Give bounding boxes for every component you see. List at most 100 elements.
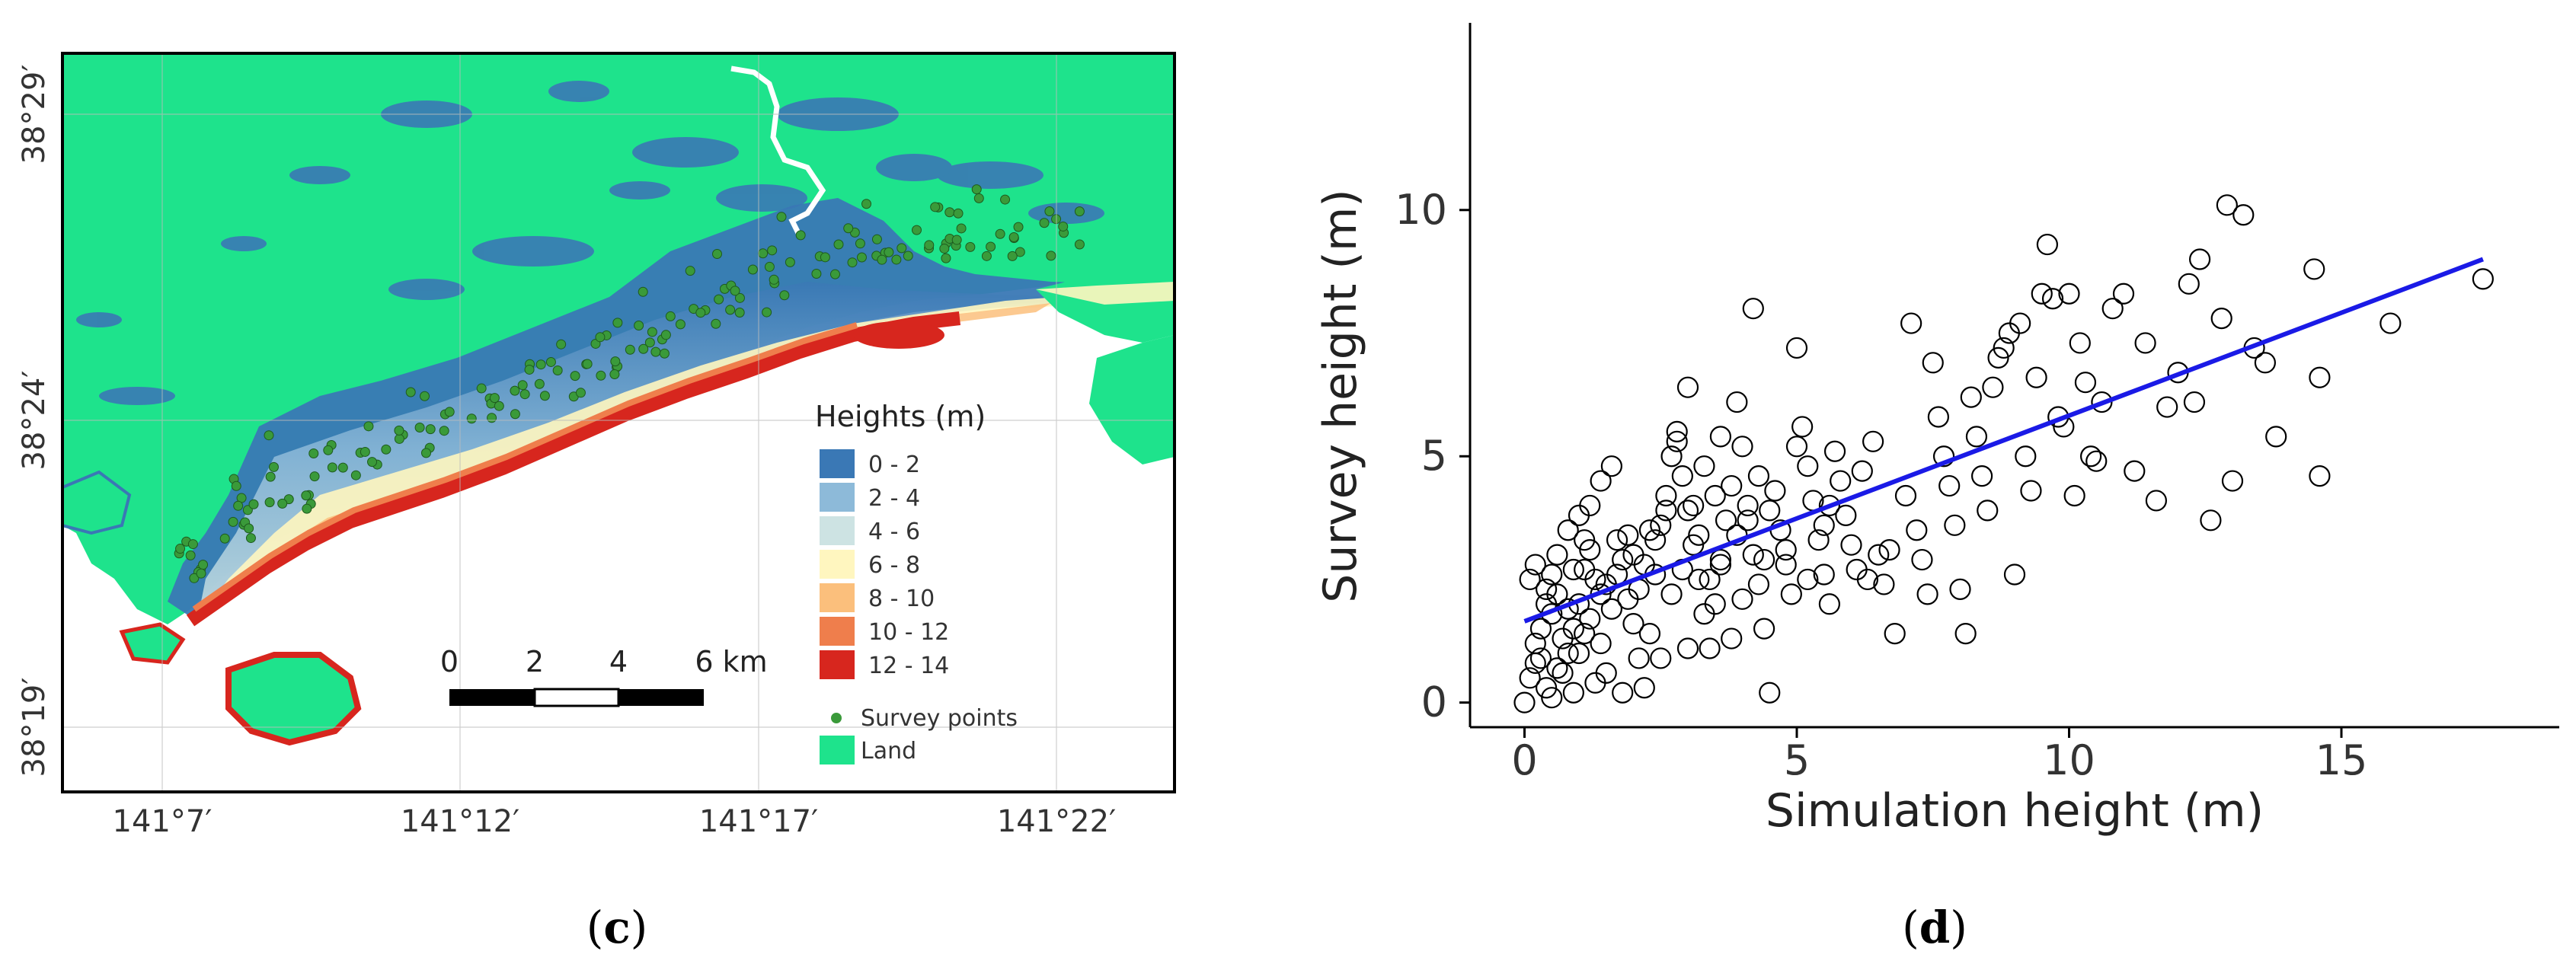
inland-blue-patches [76, 81, 1104, 405]
scale-bar: 0 2 4 6 km [440, 645, 768, 707]
survey-point-37 [776, 212, 787, 222]
scatter-point-141 [1574, 529, 1596, 551]
panel-c-letter: c [603, 902, 630, 953]
x-tick-label-2: 10 [2043, 736, 2095, 784]
legend-label-1: 2 - 4 [868, 485, 920, 512]
scatter-point-155 [1759, 500, 1781, 522]
scatter-panel: 0 5 10 15 0 5 10 Simulation height (m) Survey … [1249, 0, 2576, 964]
scatter-point-97 [1993, 337, 2015, 359]
scatter-point-50 [1737, 494, 1759, 517]
scatter-point-164 [1595, 662, 1617, 684]
scatter-point-175 [1638, 519, 1661, 541]
legend-swatch-2 [820, 516, 855, 545]
y-tick-label-2: 10 [1395, 186, 1447, 234]
survey-point-132 [381, 444, 392, 455]
survey-point-130 [309, 471, 320, 482]
lat-tick-1: 38°29′ [17, 65, 52, 164]
scatter-point-9 [1536, 578, 1558, 600]
scatter-point-40 [1683, 534, 1705, 556]
scatter-point-12 [1557, 642, 1579, 665]
legend-label-4: 8 - 10 [868, 586, 935, 612]
scatter-point-63 [1791, 416, 1814, 438]
legend-title: Heights (m) [815, 400, 986, 433]
scatter-point-120 [2145, 490, 2168, 512]
scatter-point-161 [1546, 657, 1568, 679]
survey-point-97 [779, 290, 790, 301]
scatter-point-119 [2134, 332, 2156, 354]
scatter-points [1513, 194, 2495, 713]
survey-point-158 [725, 305, 736, 315]
survey-point-144 [535, 359, 546, 370]
scatter-point-112 [2074, 372, 2097, 394]
scatter-point-54 [1759, 682, 1781, 704]
survey-point-40 [855, 238, 865, 249]
survey-point-22 [545, 356, 556, 367]
survey-point-149 [610, 356, 621, 367]
scatter-point-91 [1960, 386, 1982, 408]
survey-point-141 [494, 401, 504, 411]
scatter-point-37 [1666, 420, 1688, 442]
lon-tick-3: 141°17′ [699, 804, 818, 839]
axis-ticks: 0 5 10 15 0 5 10 [1395, 186, 2367, 784]
legend-land-label: Land [861, 738, 916, 764]
x-tick-label-3: 15 [2316, 736, 2368, 784]
scatter-point-168 [1699, 568, 1721, 591]
map-content [62, 53, 1175, 746]
survey-point-27 [665, 311, 676, 321]
survey-point-111 [953, 208, 964, 219]
legend-swatch-1 [820, 483, 855, 512]
scatter-point-178 [1753, 548, 1775, 571]
survey-point-167 [941, 253, 951, 263]
survey-point-65 [308, 448, 319, 458]
legend-label-3: 6 - 8 [868, 552, 920, 579]
survey-point-61 [248, 499, 259, 509]
scatter-point-79 [1894, 484, 1917, 507]
scatter-point-181 [1541, 563, 1563, 586]
legend-swatch-3 [820, 550, 855, 579]
scatter-point-82 [1911, 548, 1933, 571]
scatter-point-58 [1764, 480, 1786, 502]
scatter-point-138 [2472, 268, 2495, 290]
survey-point-50 [986, 241, 996, 252]
survey-point-156 [762, 307, 772, 318]
scatter-point-88 [1944, 514, 1966, 536]
survey-point-29 [638, 286, 648, 297]
scatter-point-18 [1590, 632, 1612, 655]
survey-point-79 [524, 364, 535, 375]
survey-point-96 [730, 286, 740, 296]
survey-point-17 [414, 422, 425, 433]
scatter-point-143 [1600, 598, 1622, 620]
scatter-point-95 [1982, 376, 2004, 398]
survey-point-118 [198, 560, 209, 570]
survey-point-162 [833, 239, 844, 250]
survey-point-171 [951, 235, 962, 245]
scatter-point-20 [1546, 544, 1568, 566]
legend-label-5: 10 - 12 [868, 619, 949, 646]
survey-point-92 [711, 318, 721, 329]
survey-point-57 [175, 544, 186, 554]
survey-point-115 [1074, 206, 1085, 217]
survey-point-163 [871, 234, 882, 244]
map-graticule [62, 53, 1175, 792]
survey-point-152 [659, 348, 670, 359]
scatter-point-84 [1922, 352, 1944, 374]
scatter-point-48 [1726, 391, 1748, 413]
legend-survey-marker [831, 713, 842, 723]
scatter-point-158 [1856, 568, 1879, 591]
survey-point-148 [609, 369, 620, 380]
scatter-point-23 [1579, 494, 1601, 517]
survey-point-9 [264, 430, 274, 441]
scatter-point-60 [1775, 554, 1797, 576]
scatter-point-121 [2156, 396, 2178, 418]
survey-point-147 [582, 359, 593, 369]
survey-point-58 [189, 573, 200, 583]
survey-point-15 [363, 421, 374, 432]
scatter-point-24 [1590, 470, 1612, 492]
scatter-point-151 [1709, 426, 1732, 448]
survey-point-112 [973, 193, 984, 203]
scatter-point-147 [1655, 500, 1677, 522]
scatter-point-126 [2200, 509, 2222, 531]
scatter-point-123 [2178, 273, 2200, 295]
survey-point-117 [1044, 206, 1055, 217]
map-legend: Heights (m) 0 - 2 2 - 4 4 - 6 6 - 8 8 - 10 10… [815, 400, 1018, 764]
